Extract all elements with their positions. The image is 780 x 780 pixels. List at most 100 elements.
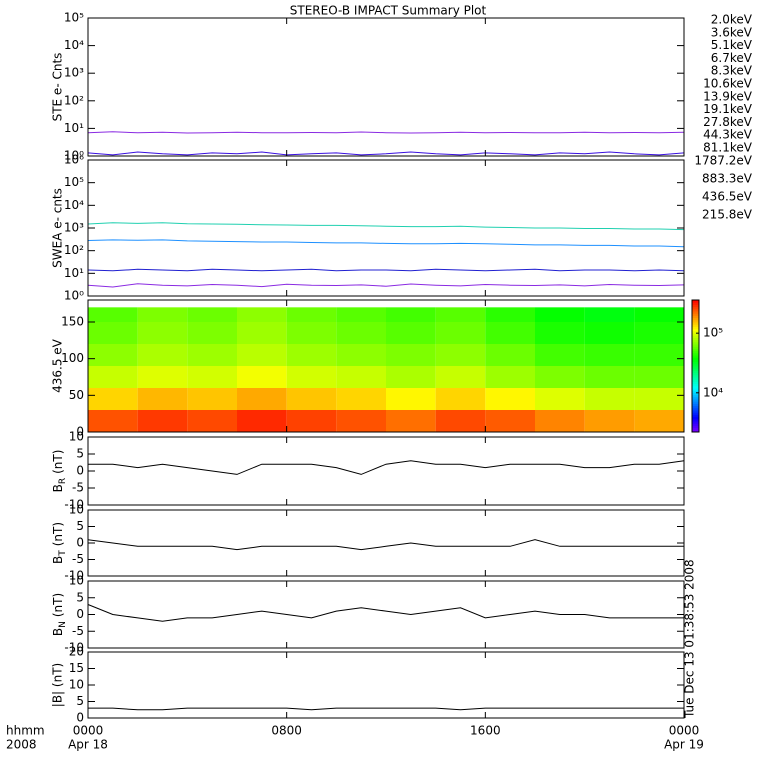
colorbar-tick-label: 10⁵ [703, 326, 723, 340]
heat-cell [286, 410, 337, 432]
heat-cell [137, 344, 188, 366]
heat-cell [237, 388, 287, 410]
x-tick-label: 0000 [73, 724, 104, 738]
colorbar-step [692, 418, 699, 422]
colorbar-step [692, 335, 699, 338]
data-line [88, 460, 685, 475]
heat-cell [535, 410, 585, 432]
y-axis-label-unit: (nT) [51, 593, 65, 617]
heat-cell [88, 307, 138, 322]
heat-cell [237, 410, 287, 432]
panel-frame [87, 299, 685, 433]
x-date-label: Apr 19 [664, 738, 704, 752]
heat-cell [634, 344, 684, 366]
heat-cell [435, 366, 486, 388]
y-axis-label: 436.5 eV [51, 338, 65, 393]
y-tick-label: 10⁴ [64, 38, 84, 52]
legend-label: 8.3keV [711, 64, 753, 78]
colorbar-step [692, 304, 699, 308]
heat-cell [435, 344, 486, 366]
colorbar-step [692, 341, 699, 345]
heat-cell [386, 366, 436, 388]
colorbar-step [692, 317, 699, 321]
colorbar-step [692, 374, 699, 378]
panel-frame [87, 436, 685, 506]
heat-cell [535, 307, 585, 322]
legend-label: 883.3eV [702, 172, 753, 186]
heat-cell [137, 388, 188, 410]
panel-frame [87, 17, 685, 157]
heat-cell [336, 322, 386, 344]
colorbar-step [692, 396, 699, 400]
x-unit-label: hhmm [6, 724, 45, 738]
colorbar-step [692, 359, 699, 363]
y-tick-label: 0 [76, 464, 84, 478]
heat-cell [286, 366, 337, 388]
data-line [87, 539, 684, 551]
y-axis-label: |B| (nT) [51, 663, 65, 707]
heat-cell [336, 344, 386, 366]
colorbar-step [692, 383, 699, 387]
y-tick-label: 10³ [64, 221, 84, 235]
y-tick-label: -5 [72, 552, 84, 566]
heat-cell [435, 307, 486, 322]
heat-cell [584, 388, 635, 410]
legend-label: 27.8keV [703, 115, 753, 129]
y-tick-label: 10⁵ [64, 175, 84, 189]
colorbar-step [692, 416, 699, 420]
data-line [87, 268, 685, 272]
y-tick-label: 20 [69, 645, 84, 659]
y-axis-label: BR (nT) [51, 450, 68, 493]
heat-cell [634, 410, 684, 432]
y-tick-label: 10² [64, 93, 84, 107]
legend-label: 215.8eV [702, 208, 753, 222]
colorbar-step [692, 322, 699, 325]
heat-cell [386, 410, 436, 432]
colorbar-step [692, 346, 699, 349]
colorbar-step [692, 405, 699, 409]
colorbar-step [692, 385, 699, 389]
y-tick-label: -5 [72, 624, 84, 638]
colorbar-step [692, 330, 699, 334]
colorbar-step [692, 429, 699, 433]
colorbar-step [692, 313, 699, 316]
legend-label: 13.9keV [703, 89, 753, 103]
y-tick-label: 5 [76, 694, 84, 708]
colorbar-step [692, 311, 699, 314]
heat-cell [237, 344, 287, 366]
colorbar-step [692, 423, 699, 426]
colorbar-step [692, 368, 699, 371]
x-tick-label: 0800 [271, 724, 302, 738]
data-line [87, 151, 685, 156]
legend-label: 44.3keV [703, 128, 753, 142]
heat-cell [336, 410, 386, 432]
heat-cell [237, 322, 287, 344]
colorbar-step [692, 308, 699, 312]
y-tick-label: 0 [76, 536, 84, 550]
colorbar-step [692, 392, 699, 396]
legend-label: 81.1keV [703, 141, 753, 155]
heat-cell [485, 366, 535, 388]
y-axis-label: SWEA e- cnts [51, 188, 65, 268]
colorbar-step [692, 361, 699, 365]
colorbar-step [692, 348, 699, 352]
heat-cell [187, 410, 237, 432]
y-tick-label: 10⁶ [64, 153, 84, 167]
y-axis-label-unit: (nT) [51, 522, 65, 546]
heat-cell [634, 307, 684, 322]
colorbar-step [692, 414, 699, 418]
colorbar-step [692, 390, 699, 393]
colorbar-step [692, 412, 699, 415]
y-tick-label: 10 [69, 678, 84, 692]
colorbar-step [692, 381, 699, 385]
colorbar-step [692, 421, 699, 424]
y-tick-label: -10 [64, 641, 84, 655]
colorbar-step [692, 366, 699, 369]
colorbar-step [692, 394, 699, 398]
y-tick-label: 10⁵ [64, 11, 84, 25]
colorbar-step [692, 315, 699, 319]
y-tick-label: 10¹ [64, 121, 84, 135]
heat-cell [485, 410, 535, 432]
y-axis-label-main: B [51, 556, 65, 564]
chart-title: STEREO-B IMPACT Summary Plot [290, 4, 487, 18]
